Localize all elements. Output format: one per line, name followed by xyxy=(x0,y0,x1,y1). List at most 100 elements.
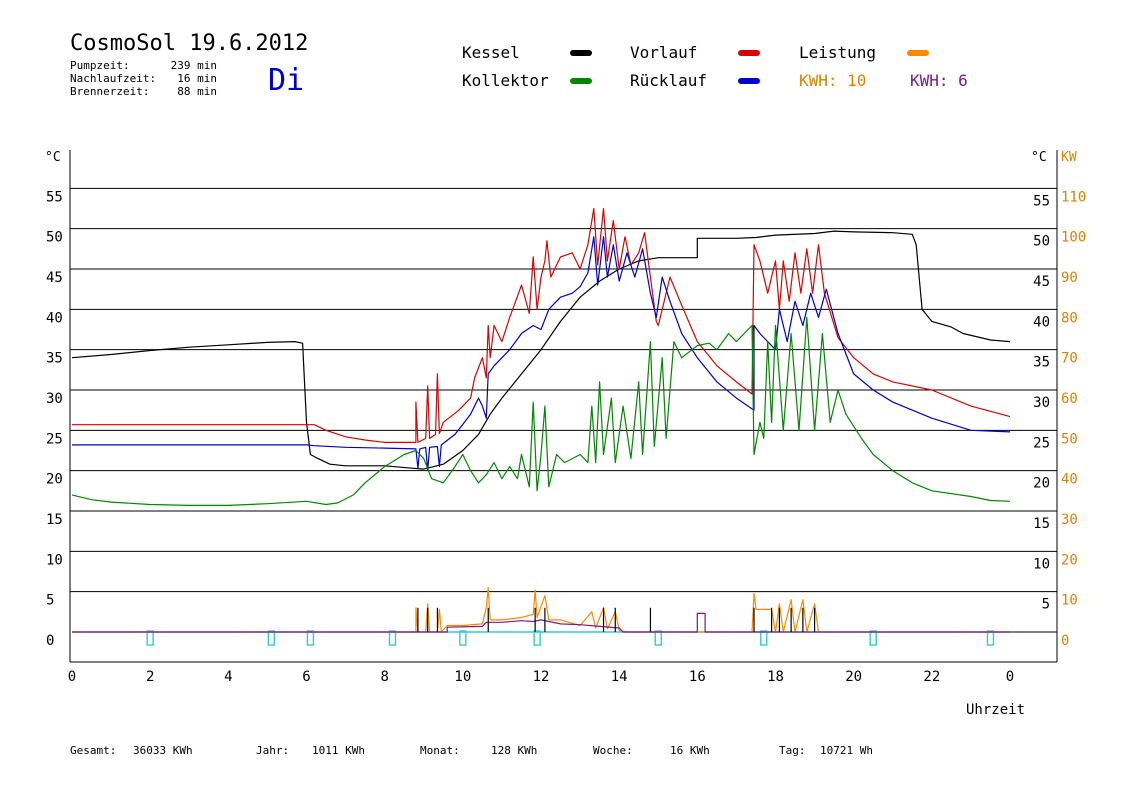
legend-label: Vorlauf xyxy=(630,43,697,62)
y-tick-right: 15 xyxy=(1033,516,1050,532)
y-tick-right: 5 xyxy=(1042,597,1050,613)
pump-marker xyxy=(306,630,315,646)
y-tick-left: 20 xyxy=(46,472,63,488)
pump-marker xyxy=(986,630,995,646)
x-tick-label: 0 xyxy=(68,669,76,685)
pump-marker xyxy=(459,630,467,646)
legend-label: Kollektor xyxy=(462,71,549,90)
footer-label: Jahr: xyxy=(256,744,289,757)
y-tick-left: 55 xyxy=(46,189,63,205)
y-tick-power: 30 xyxy=(1061,512,1078,528)
series-line-kollektor xyxy=(71,316,1011,506)
y-tick-left: 35 xyxy=(46,351,63,367)
y-tick-right: 55 xyxy=(1033,193,1050,209)
pump-marker xyxy=(869,630,877,646)
pump-marker xyxy=(388,630,397,646)
footer-label: Tag: xyxy=(779,744,806,757)
footer-totals: Gesamt: 36033 KWh Jahr: 1011 KWh Monat: 128 K… xyxy=(70,744,873,757)
pump-marker xyxy=(146,630,154,646)
series-line-kwh-6 xyxy=(72,612,1010,633)
y-tick-left: 40 xyxy=(46,310,63,326)
y-tick-right: 35 xyxy=(1033,355,1050,371)
chart-title: CosmoSol 19.6.2012 xyxy=(70,31,308,56)
series-line-leistung xyxy=(72,586,1010,633)
y-tick-power: 50 xyxy=(1061,431,1078,447)
y-tick-power: 70 xyxy=(1061,351,1078,367)
footer-value: 10721 Wh xyxy=(820,744,873,757)
y-left-unit: °C xyxy=(45,150,61,165)
legend: Kessel Vorlauf Leistung Kollektor Rücklauf KW… xyxy=(462,43,968,90)
y-tick-power: 40 xyxy=(1061,472,1078,488)
pump-marker xyxy=(533,630,541,646)
grid xyxy=(69,150,1058,663)
y-power-unit: KW xyxy=(1061,150,1077,165)
y-tick-power: 10 xyxy=(1061,593,1078,609)
kwh-label: KWH: 6 xyxy=(910,71,968,90)
x-tick-label: 10 xyxy=(454,669,471,685)
y-tick-left: 15 xyxy=(46,512,63,528)
footer-label: Monat: xyxy=(420,744,460,757)
x-tick-label: 14 xyxy=(611,669,628,685)
y-tick-left: 25 xyxy=(46,431,63,447)
kwh-label: KWH: 10 xyxy=(799,71,866,90)
series-group xyxy=(71,207,1011,646)
legend-label: Rücklauf xyxy=(630,71,707,90)
x-tick-label: 6 xyxy=(302,669,310,685)
pump-marker xyxy=(760,630,768,646)
stat-label: Pumpzeit: xyxy=(70,59,130,72)
runtime-stats: Pumpzeit: 239 min Nachlaufzeit: 16 min Brenn… xyxy=(70,59,217,98)
series-line-vorlauf xyxy=(72,207,1011,443)
stat-value: 239 min xyxy=(171,59,217,72)
x-tick-label: 22 xyxy=(923,669,940,685)
y-tick-left: 10 xyxy=(46,552,63,568)
stat-value: 16 min xyxy=(177,72,217,85)
y-tick-right: 10 xyxy=(1033,556,1050,572)
series-line-kessel xyxy=(71,230,1011,470)
series-line-r-cklauf xyxy=(72,236,1011,472)
x-tick-label: 8 xyxy=(380,669,388,685)
y-tick-left: 0 xyxy=(46,633,54,649)
footer-value: 36033 KWh xyxy=(133,744,193,757)
x-tick-label: 0 xyxy=(1006,669,1014,685)
y-tick-power: 90 xyxy=(1061,270,1078,286)
x-tick-label: 20 xyxy=(845,669,862,685)
pump-marker xyxy=(267,630,276,646)
x-tick-label: 12 xyxy=(533,669,550,685)
stat-label: Nachlaufzeit: xyxy=(70,72,156,85)
y-tick-power: 80 xyxy=(1061,310,1078,326)
x-tick-label: 4 xyxy=(224,669,232,685)
y-tick-right: 40 xyxy=(1033,314,1050,330)
legend-label: Leistung xyxy=(799,43,876,62)
x-tick-label: 16 xyxy=(689,669,706,685)
y-tick-power: 20 xyxy=(1061,552,1078,568)
y-tick-right: 30 xyxy=(1033,395,1050,411)
pump-marker xyxy=(654,630,662,646)
stat-label: Brennerzeit: xyxy=(70,85,149,98)
y-tick-right: 20 xyxy=(1033,476,1050,492)
y-tick-left: 50 xyxy=(46,230,63,246)
x-tick-label: 2 xyxy=(146,669,154,685)
x-axis-label: Uhrzeit xyxy=(966,702,1025,718)
y-tick-right: 45 xyxy=(1033,274,1050,290)
day-label: Di xyxy=(268,63,304,98)
footer-label: Woche: xyxy=(593,744,633,757)
x-tick-label: 18 xyxy=(767,669,784,685)
y-tick-right: 50 xyxy=(1033,234,1050,250)
stat-value: 88 min xyxy=(177,85,217,98)
axes: °C °C KW0510152025303540455055510152025303… xyxy=(45,150,1086,685)
footer-value: 128 KWh xyxy=(491,744,537,757)
y-tick-left: 45 xyxy=(46,270,63,286)
y-tick-left: 5 xyxy=(46,593,54,609)
footer-label: Gesamt: xyxy=(70,744,116,757)
y-tick-left: 30 xyxy=(46,391,63,407)
y-tick-power: 60 xyxy=(1061,391,1078,407)
legend-label: Kessel xyxy=(462,43,520,62)
y-tick-power: 0 xyxy=(1061,633,1069,649)
y-tick-power: 100 xyxy=(1061,230,1086,246)
footer-value: 1011 KWh xyxy=(312,744,365,757)
y-right-unit: °C xyxy=(1031,150,1047,165)
footer-value: 16 KWh xyxy=(670,744,710,757)
y-tick-right: 25 xyxy=(1033,435,1050,451)
y-tick-power: 110 xyxy=(1061,189,1086,205)
